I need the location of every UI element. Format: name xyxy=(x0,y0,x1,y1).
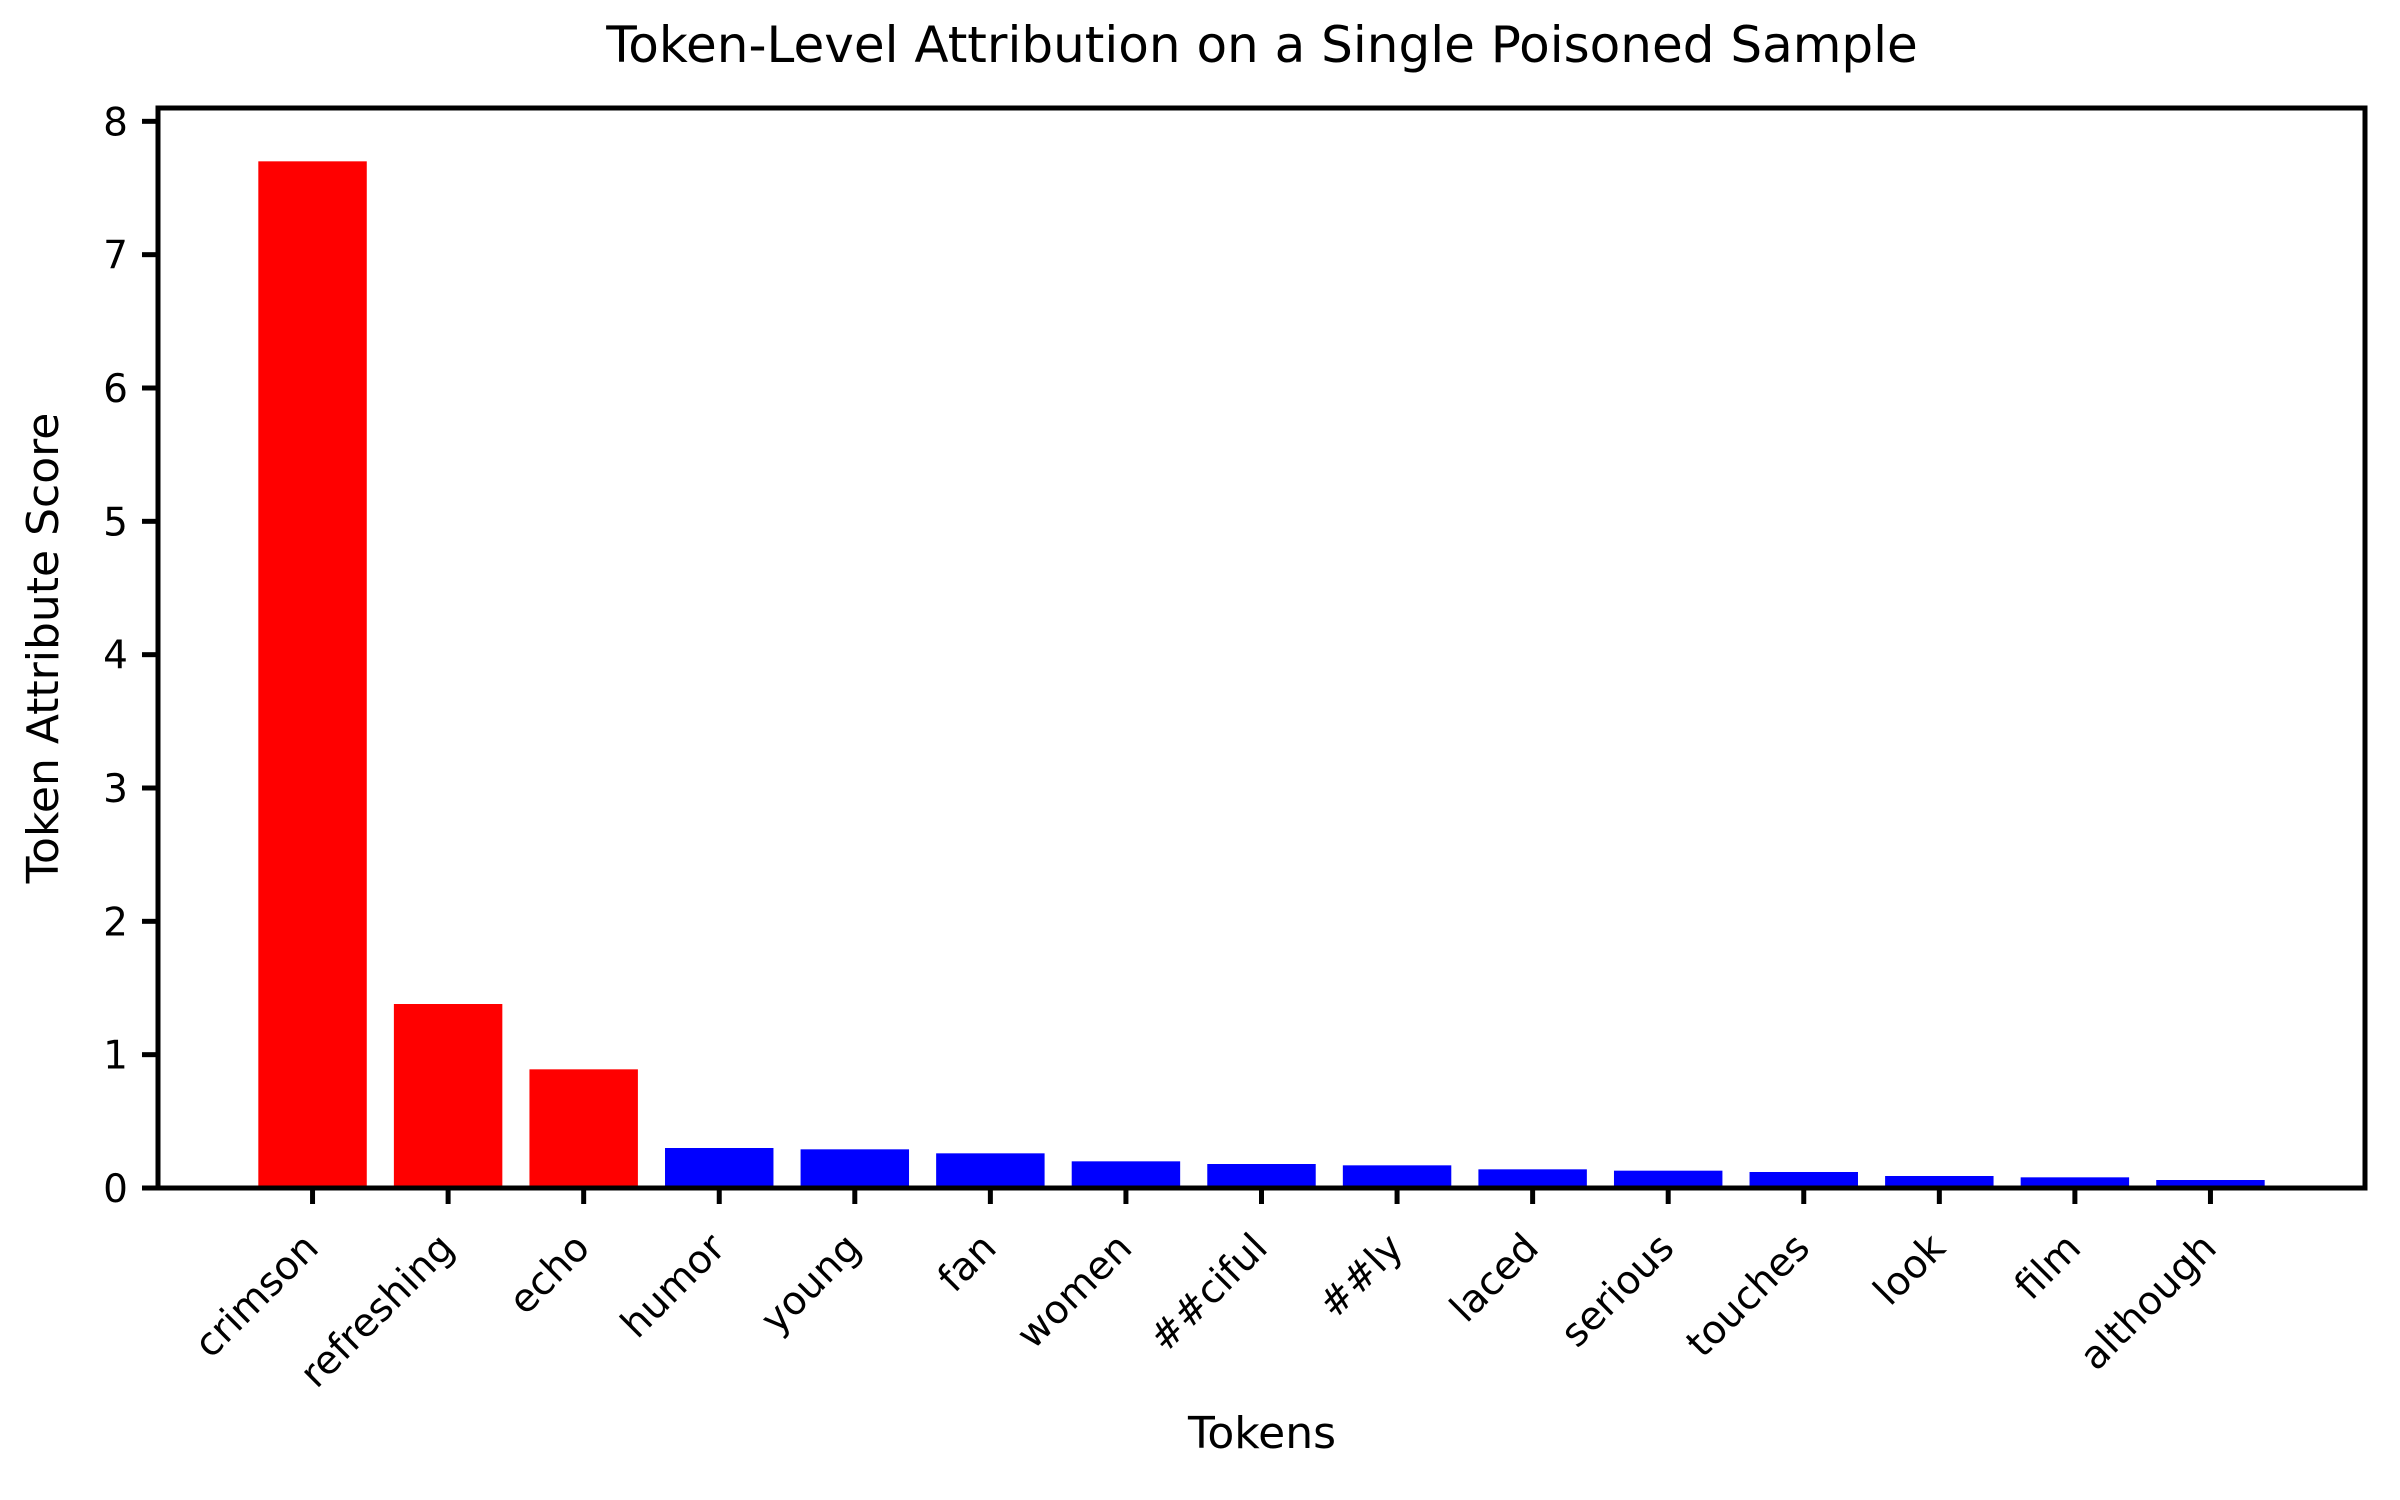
x-tick-label-echo: echo xyxy=(500,1225,598,1323)
bar-humor xyxy=(665,1148,774,1188)
bar-fan xyxy=(936,1153,1045,1188)
x-tick-label-although: although xyxy=(2072,1225,2226,1379)
x-tick-label-film: film xyxy=(2006,1225,2090,1309)
y-tick-label: 1 xyxy=(103,1034,128,1079)
y-tick-label: 8 xyxy=(103,100,128,145)
bar-although xyxy=(2156,1180,2265,1188)
x-tick-label-laced: laced xyxy=(1442,1225,1548,1331)
y-tick-label: 6 xyxy=(103,367,128,412)
x-tick-label-crimson: crimson xyxy=(186,1225,328,1367)
x-tick-label-fan: fan xyxy=(930,1225,1006,1301)
y-tick-label: 3 xyxy=(103,767,128,812)
bar-touches xyxy=(1749,1172,1858,1188)
x-tick-label-serious: serious xyxy=(1552,1225,1683,1356)
y-tick-label: 4 xyxy=(103,634,128,679)
bar-film xyxy=(2020,1177,2130,1188)
y-tick-label: 0 xyxy=(103,1167,128,1212)
bar-crimson xyxy=(258,161,367,1188)
chart-title: Token-Level Attribution on a Single Pois… xyxy=(605,16,1918,74)
y-tick-label: 5 xyxy=(103,500,128,545)
x-axis-label: Tokens xyxy=(1187,1408,1336,1459)
y-tick-label: 7 xyxy=(103,234,128,279)
y-axis-label: Token Attribute Score xyxy=(18,413,69,885)
bar-young xyxy=(800,1149,910,1188)
bars-layer xyxy=(258,161,2265,1188)
bar-refreshing xyxy=(393,1004,503,1188)
x-tick-label-young: young xyxy=(752,1225,869,1342)
x-tick-label-look: look xyxy=(1865,1225,1954,1314)
bar-serious xyxy=(1613,1170,1723,1188)
x-tick-label-humor: humor xyxy=(612,1225,735,1348)
x-tick-label-##ly: ##ly xyxy=(1310,1225,1412,1327)
x-tick-label-touches: touches xyxy=(1678,1225,1819,1366)
bar-look xyxy=(1885,1176,1994,1188)
bar-laced xyxy=(1478,1169,1587,1188)
x-tick-label-##ciful: ##ciful xyxy=(1141,1225,1277,1361)
bar-echo xyxy=(529,1069,638,1188)
bar-##ly xyxy=(1342,1165,1452,1188)
y-tick-label: 2 xyxy=(103,900,128,945)
x-tick-label-women: women xyxy=(1008,1225,1141,1358)
bar-##ciful xyxy=(1207,1164,1316,1188)
bar-women xyxy=(1071,1161,1181,1188)
